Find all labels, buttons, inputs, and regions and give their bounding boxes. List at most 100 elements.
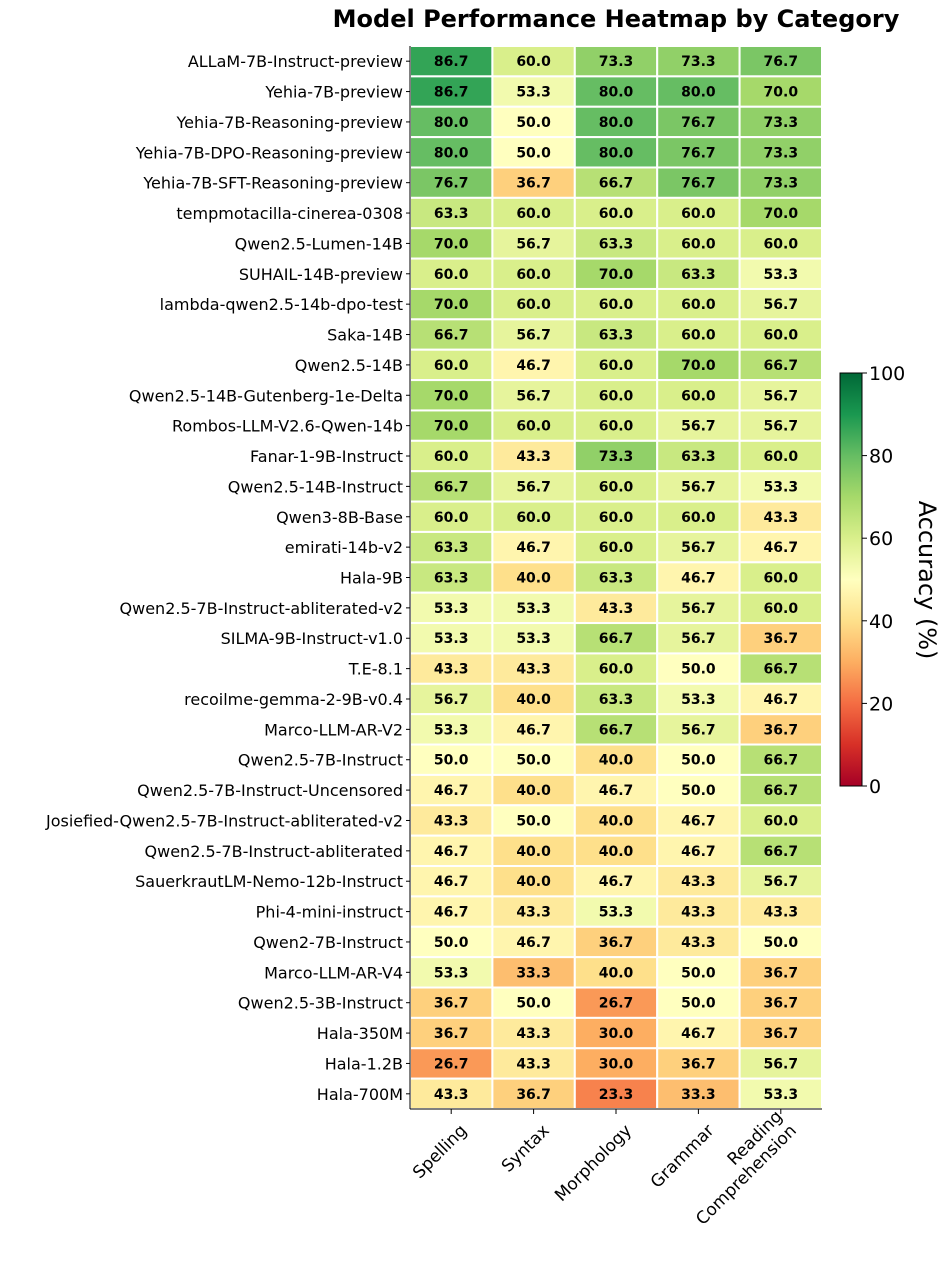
row-labels: ALLaM-7B-Instruct-preview Yehia-7B-previe… [45,46,411,1109]
heatmap-cell [573,652,659,685]
heatmap-cell [491,166,576,199]
heatmap-cell [491,1016,576,1050]
cell-value: 43.3 [764,510,799,526]
cell-value: 56.7 [681,722,716,738]
cell-value: 36.7 [434,1026,469,1042]
heatmap-cell [409,834,494,868]
row-label: Qwen2.5-7B-Instruct [238,751,403,770]
heatmap-cell [409,227,494,260]
heatmap-cell [491,257,576,290]
row-label: Qwen2.5-14B [295,356,403,375]
row-label: Qwen2.5-14B-Gutenberg-1e-Delta [129,386,403,405]
column-label: ReadingComprehension [678,1107,801,1230]
cell-value: 56.7 [434,692,469,708]
cell-value: 60.0 [764,571,799,587]
cell-value: 53.3 [434,631,469,647]
cell-value: 66.7 [434,328,469,344]
cell-value: 43.3 [434,813,469,829]
row-label: Yehia-7B-DPO-Reasoning-preview [135,143,403,162]
heatmap-cell [738,591,823,625]
heatmap-cell [656,622,741,655]
cell-value: 50.0 [516,115,551,131]
row-label: Hala-350M [317,1024,403,1043]
cell-value: 60.0 [599,206,634,222]
cell-value: 66.7 [599,176,634,192]
heatmap-cell [409,318,494,351]
cell-value: 66.7 [764,844,799,860]
heatmap-cell [738,500,823,533]
column-label: Syntax [498,1121,554,1177]
cell-value: 53.3 [764,1087,799,1103]
cell-value: 76.7 [681,176,716,192]
cell-value: 86.7 [434,54,469,70]
cell-value: 80.0 [599,85,634,101]
cell-value: 23.3 [599,1087,634,1103]
row-label: Saka-14B [327,326,403,345]
cell-value: 46.7 [764,692,799,708]
heatmap-cell [656,348,741,382]
cell-value: 56.7 [764,419,799,435]
cell-value: 46.7 [434,783,469,799]
colorbar-tick-label: 80 [869,446,893,468]
cell-value: 53.3 [764,479,799,495]
cell-value: 60.0 [599,540,634,556]
cell-value: 60.0 [681,510,716,526]
heatmap-cell [409,257,494,290]
cell-value: 60.0 [434,358,469,374]
cell-value: 46.7 [681,1026,716,1042]
cell-value: 63.3 [681,449,716,465]
heatmap-cell [491,136,576,169]
heatmap-cell [573,166,659,199]
cell-value: 66.7 [434,479,469,495]
heatmap-cell [656,500,741,533]
heatmap-cell [738,318,823,351]
cell-value: 56.7 [764,388,799,404]
cell-value: 66.7 [599,722,634,738]
cell-value: 60.0 [599,662,634,678]
heatmap-cell [738,895,823,928]
cell-value: 50.0 [434,753,469,769]
cell-value: 43.3 [599,601,634,617]
cell-value: 66.7 [764,753,799,769]
cell-value: 46.7 [764,540,799,556]
cell-value: 33.3 [516,965,551,981]
cell-value: 66.7 [764,358,799,374]
column-label: Morphology [551,1121,636,1206]
cell-value: 46.7 [516,935,551,951]
cell-value: 50.0 [681,996,716,1012]
cell-value: 50.0 [681,662,716,678]
heatmap-cell [573,1047,659,1080]
heatmap-cell [409,409,494,442]
heatmap-cell [573,622,659,655]
cell-value: 56.7 [516,479,551,495]
cell-value: 36.7 [764,965,799,981]
cell-value: 36.7 [434,996,469,1012]
cell-value: 36.7 [764,1026,799,1042]
cell-value: 73.3 [681,54,716,70]
row-label: SauerkrautLM-Nemo-12b-Instruct [135,872,403,891]
cell-value: 40.0 [599,844,634,860]
heatmap-cell [491,652,576,685]
cell-value: 43.3 [764,905,799,921]
cell-value: 50.0 [434,935,469,951]
row-label: Yehia-7B-Reasoning-preview [176,113,403,132]
cell-value: 43.3 [681,935,716,951]
heatmap-cell [738,773,823,807]
cell-value: 40.0 [516,571,551,587]
row-label: Fanar-1-9B-Instruct [250,447,403,466]
cell-value: 43.3 [516,1026,551,1042]
cell-value: 56.7 [516,236,551,252]
cell-value: 60.0 [764,328,799,344]
heatmap-cell [491,105,576,139]
row-label: Josiefied-Qwen2.5-7B-Instruct-abliterate… [45,811,403,830]
heatmap-cell [573,318,659,351]
colorbar-label: Accuracy (%) [913,501,941,660]
cell-value: 43.3 [516,1056,551,1072]
cell-value: 46.7 [681,844,716,860]
row-label: lambda-qwen2.5-14b-dpo-test [160,295,403,314]
cell-value: 40.0 [599,813,634,829]
cell-value: 80.0 [434,115,469,131]
cell-value: 60.0 [599,479,634,495]
cell-value: 63.3 [599,328,634,344]
cell-value: 36.7 [599,935,634,951]
